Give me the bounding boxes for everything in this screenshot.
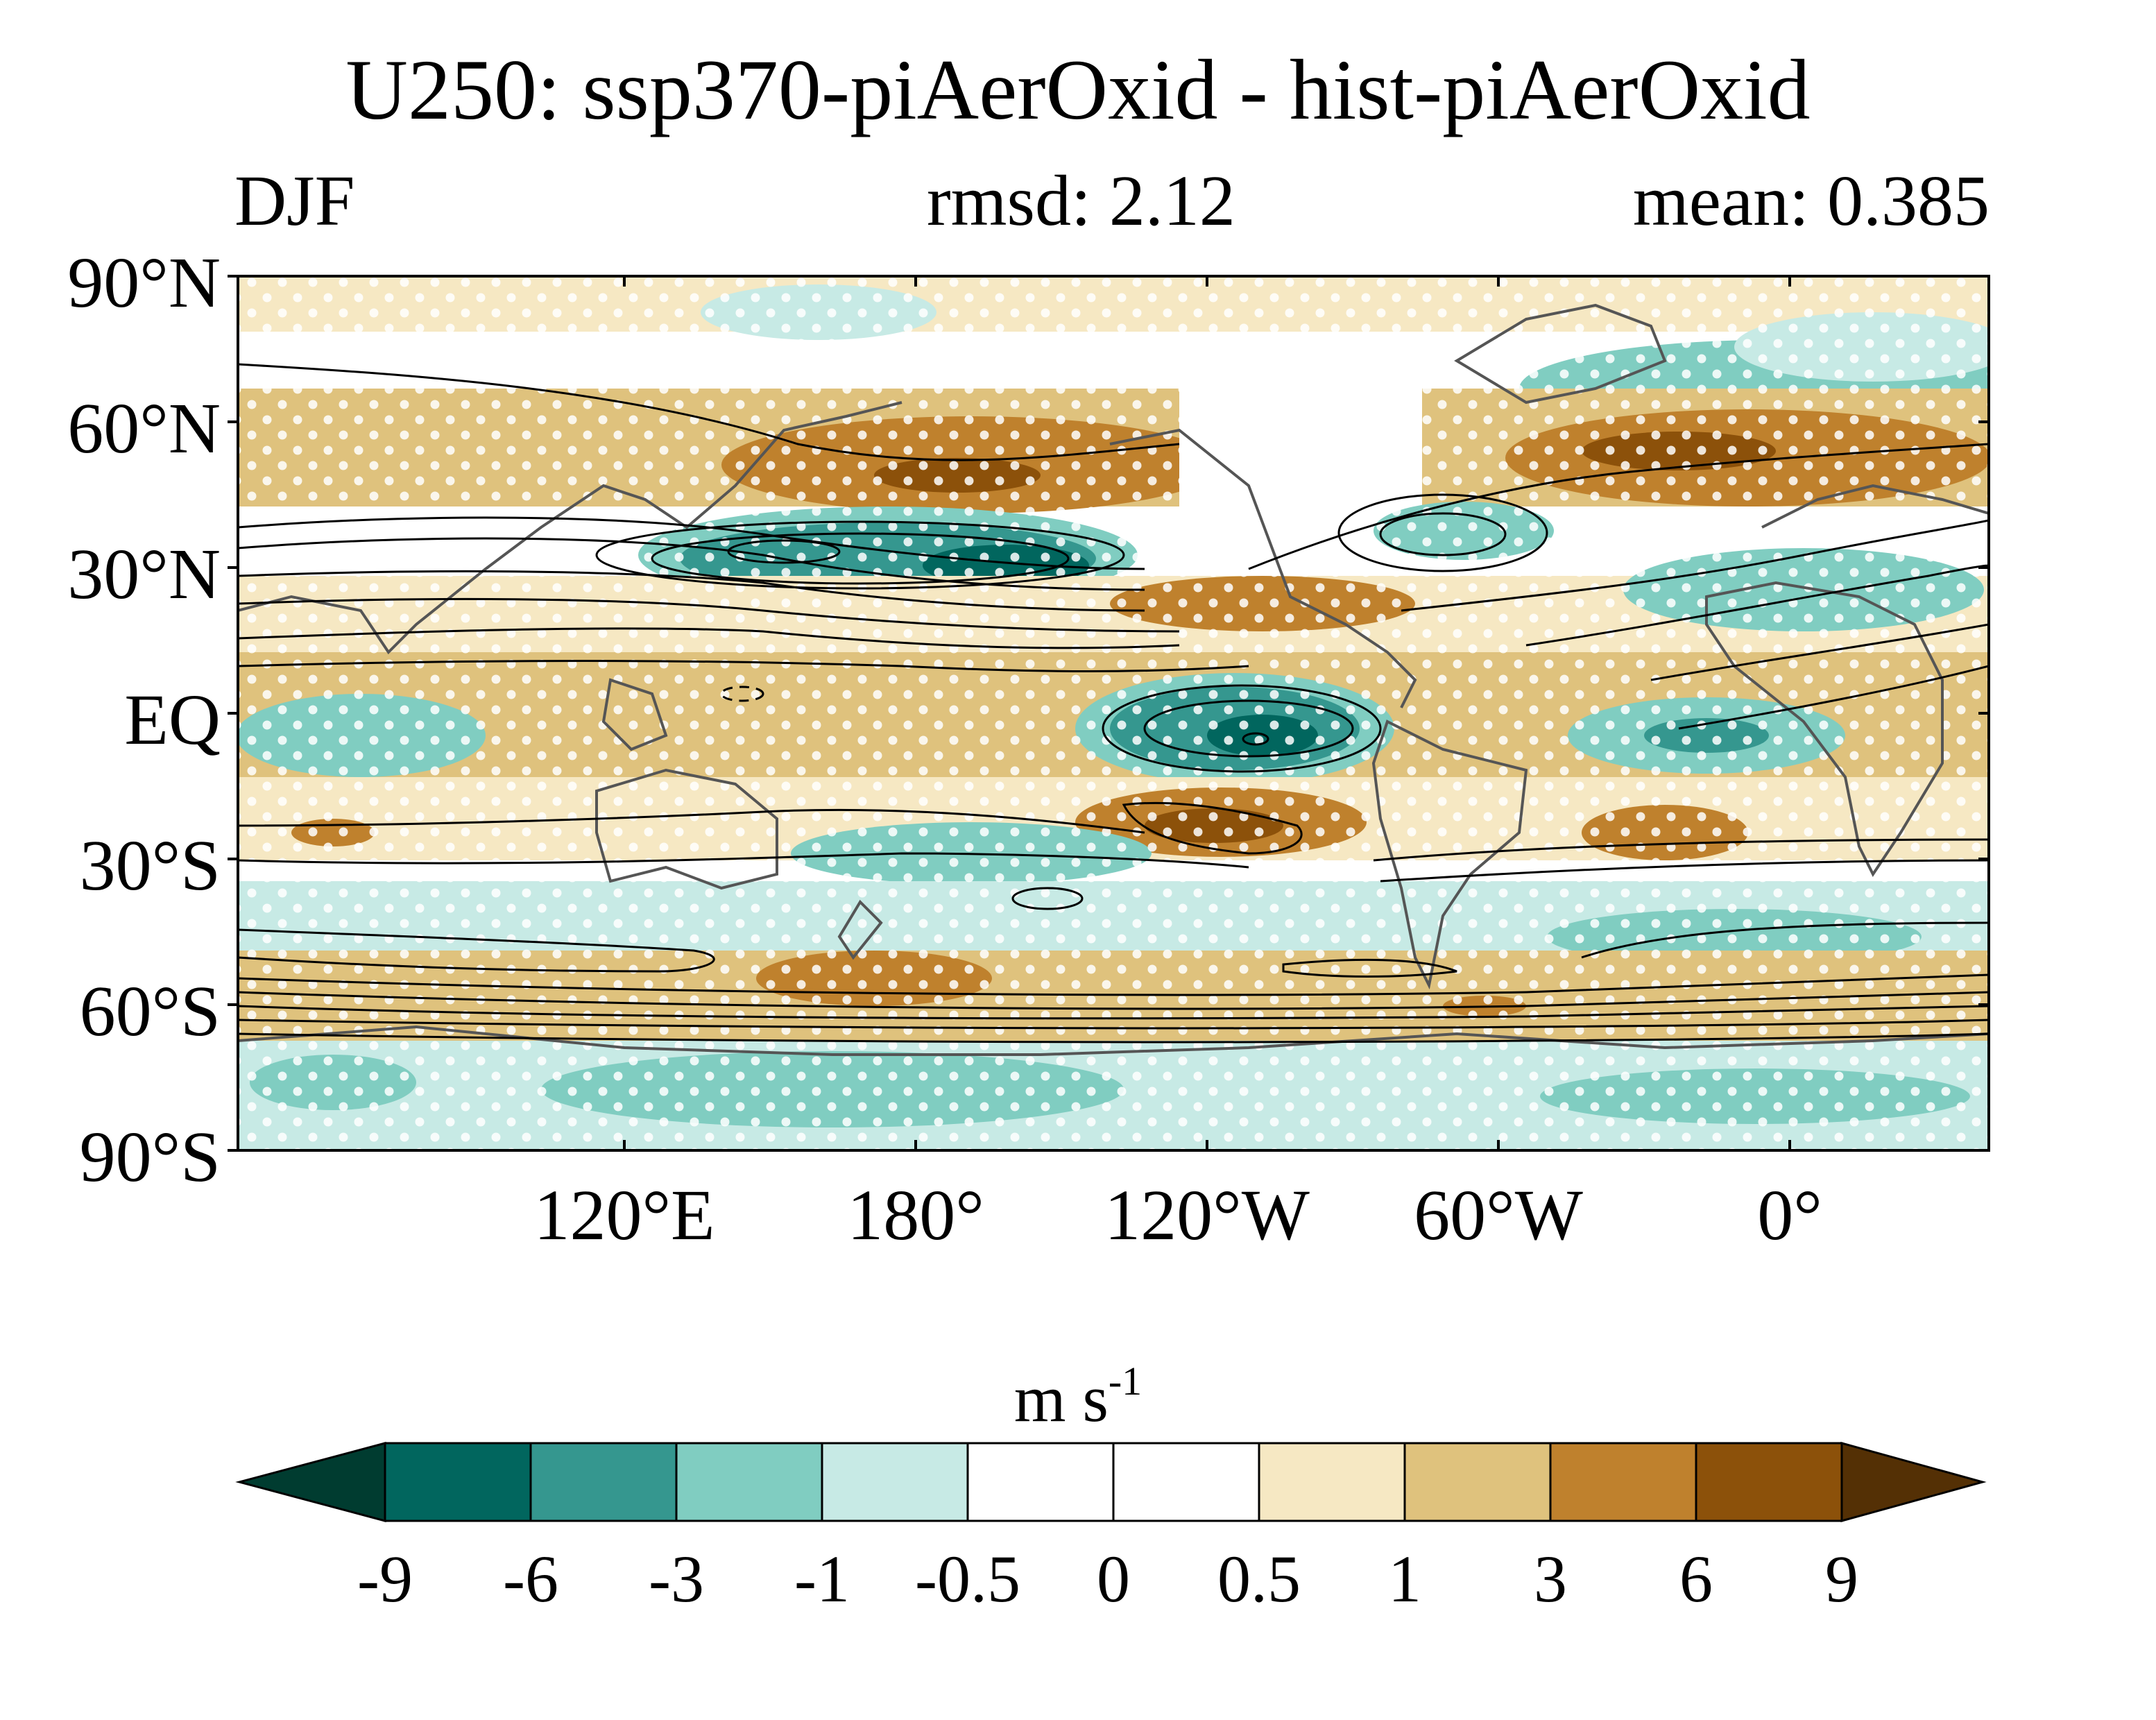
- map-panel: [238, 276, 1989, 1150]
- map-title: U250: ssp370-piAerOxid - hist-piAerOxid: [345, 42, 1811, 137]
- units-base: m s: [1013, 1361, 1109, 1436]
- lat-label-30n: 30°N: [67, 534, 221, 614]
- colorbar-tick-label: -3: [649, 1542, 704, 1616]
- colorbar-extend-high: [1840, 1442, 1987, 1522]
- lon-label-60w: 60°W: [1414, 1175, 1583, 1255]
- colorbar-segment: [384, 1442, 532, 1522]
- colorbar-tick-label: 9: [1825, 1542, 1858, 1616]
- colorbar-segment: [1695, 1442, 1843, 1522]
- season-label: DJF: [234, 161, 355, 241]
- lon-label-0: 0°: [1757, 1175, 1822, 1255]
- colorbar-segment: [1112, 1442, 1260, 1522]
- climatology-contours: [238, 363, 1989, 1044]
- colorbar-tick-label: -0.5: [915, 1542, 1020, 1616]
- lat-label-60s: 60°S: [79, 971, 221, 1051]
- colorbar-segment: [821, 1442, 969, 1522]
- colorbar-segment: [529, 1442, 678, 1522]
- colorbar-units: m s-1: [0, 1361, 2156, 1432]
- colorbar-extend-low: [235, 1442, 386, 1522]
- lat-label-90s: 90°S: [79, 1117, 221, 1197]
- colorbar-segment: [1549, 1442, 1697, 1522]
- colorbar-segment: [1258, 1442, 1406, 1522]
- colorbar-segment: [966, 1442, 1115, 1522]
- colorbar-tick-label: 3: [1534, 1542, 1567, 1616]
- lon-label-120e: 120°E: [533, 1175, 715, 1255]
- lat-label-90n: 90°N: [67, 243, 221, 323]
- axis-ticks: [228, 275, 1989, 1152]
- colorbar-tick-label: 0: [1097, 1542, 1130, 1616]
- mean-label: mean: 0.385: [1632, 161, 1990, 241]
- colorbar-segment: [1403, 1442, 1552, 1522]
- colorbar-tick-label: 1: [1388, 1542, 1421, 1616]
- colorbar-tick-label: -1: [794, 1542, 850, 1616]
- lat-label-60n: 60°N: [67, 389, 221, 468]
- lon-label-180: 180°: [847, 1175, 984, 1255]
- colorbar-tick-label: 0.5: [1217, 1542, 1301, 1616]
- colorbar-tick-label: 6: [1679, 1542, 1713, 1616]
- colorbar-tick-label: -9: [357, 1542, 413, 1616]
- colorbar-segment: [675, 1442, 823, 1522]
- lat-label-eq: EQ: [124, 680, 221, 760]
- rmsd-label: rmsd: 2.12: [927, 161, 1235, 241]
- lat-label-30s: 30°S: [79, 826, 221, 905]
- lon-label-120w: 120°W: [1104, 1175, 1310, 1255]
- colorbar-tick-label: -6: [503, 1542, 558, 1616]
- colorbar: [235, 1442, 1987, 1522]
- units-exponent: -1: [1108, 1359, 1143, 1404]
